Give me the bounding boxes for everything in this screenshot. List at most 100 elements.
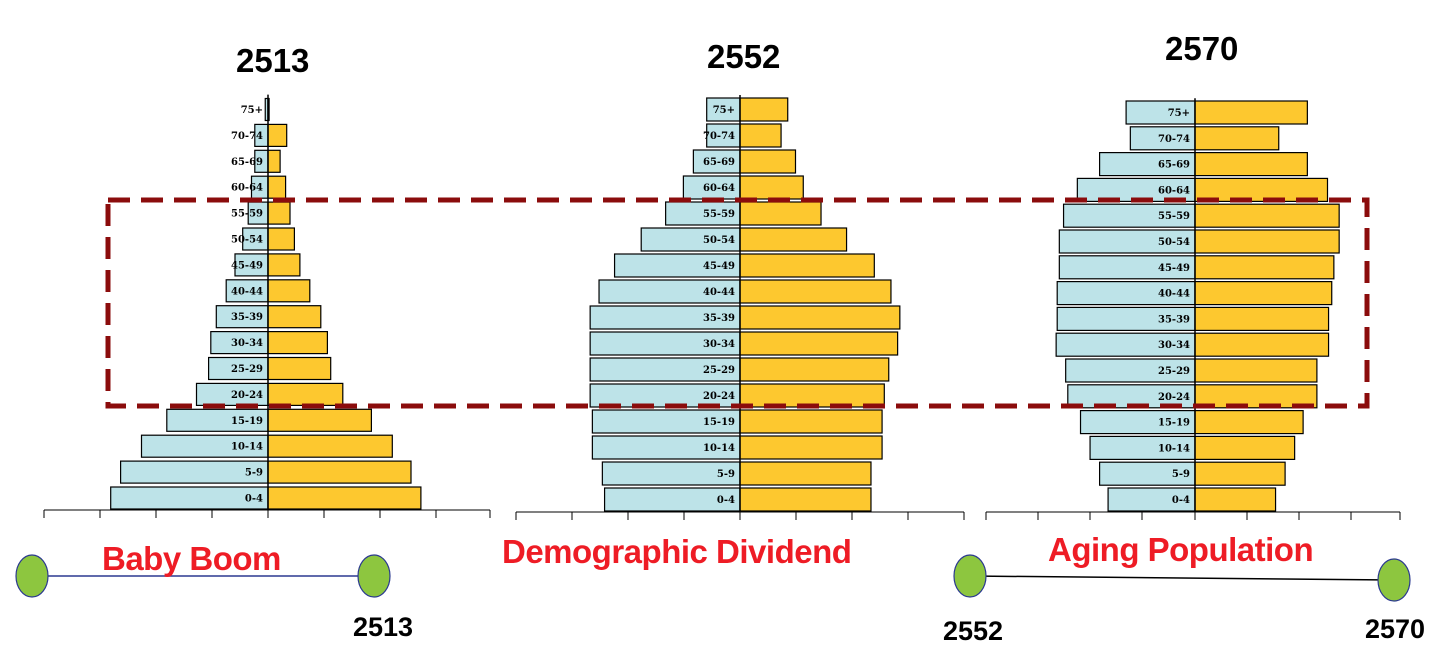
age-label-75+: 75+	[1168, 108, 1190, 119]
phase-baby-boom: Baby Boom	[102, 540, 281, 577]
age-label-25-29: 25-29	[703, 365, 735, 376]
bar-right-35-39	[267, 305, 322, 329]
bar-right-40-44	[267, 279, 311, 303]
bar-right-25-29	[267, 356, 332, 381]
bar-right-5-9	[1194, 461, 1286, 486]
timeline-node-4	[1377, 558, 1411, 602]
bar-right-60-64	[739, 175, 804, 200]
age-label-30-34: 30-34	[231, 338, 263, 349]
age-label-15-19: 15-19	[703, 417, 735, 428]
age-label-65-69: 65-69	[231, 157, 263, 168]
bar-right-65-69	[739, 149, 797, 174]
bar-right-65-69	[1194, 152, 1308, 177]
bar-right-25-29	[739, 357, 890, 382]
bar-right-30-34	[739, 331, 899, 356]
age-label-40-44: 40-44	[1158, 289, 1190, 300]
bar-right-60-64	[267, 175, 287, 199]
age-label-20-24: 20-24	[231, 390, 263, 401]
age-label-70-74: 70-74	[1158, 134, 1190, 145]
age-label-5-9: 5-9	[245, 468, 263, 479]
bar-right-50-54	[1194, 229, 1340, 254]
age-label-15-19: 15-19	[1158, 418, 1190, 429]
bar-right-15-19	[739, 409, 883, 434]
bar-right-5-9	[739, 461, 872, 486]
pyramid-title-2570: 2570	[1165, 30, 1239, 67]
timeline-aging-line	[969, 575, 1394, 581]
age-label-45-49: 45-49	[703, 261, 735, 272]
age-label-10-14: 10-14	[1158, 443, 1190, 454]
age-label-0-4: 0-4	[717, 495, 735, 506]
pyramid-title-2552: 2552	[707, 38, 781, 75]
bar-right-70-74	[1194, 126, 1280, 151]
bar-right-70-74	[739, 123, 782, 148]
age-label-45-49: 45-49	[1158, 263, 1190, 274]
bar-right-40-44	[1194, 281, 1333, 306]
age-label-70-74: 70-74	[703, 131, 735, 142]
age-label-45-49: 45-49	[231, 260, 263, 271]
age-label-0-4: 0-4	[1172, 495, 1190, 506]
bar-right-75+	[1194, 100, 1308, 125]
bar-right-35-39	[739, 305, 901, 330]
age-label-55-59: 55-59	[1158, 211, 1190, 222]
timeline-node-3	[953, 554, 987, 598]
working-age-highlight-box	[105, 197, 1370, 409]
bar-right-10-14	[739, 435, 883, 460]
timeline-year-2513: 2513	[353, 612, 414, 642]
bar-right-15-19	[267, 408, 373, 432]
bar-right-20-24	[267, 382, 344, 406]
timeline-node-2	[357, 554, 391, 598]
bar-right-45-49	[739, 253, 875, 278]
bar-right-35-39	[1194, 306, 1330, 331]
bar-right-75+	[739, 97, 789, 122]
bar-right-55-59	[267, 201, 291, 225]
bar-right-40-44	[739, 279, 892, 304]
bar-right-10-14	[1194, 435, 1296, 460]
age-label-10-14: 10-14	[703, 443, 735, 454]
age-label-15-19: 15-19	[231, 416, 263, 427]
pyramid-2552: 0-4 5-9 10-14 15-19 20-24 25-29 30-34 35-39 40-4…	[515, 95, 965, 520]
bar-right-0-4	[267, 486, 422, 510]
age-label-70-74: 70-74	[231, 131, 263, 142]
pyramid-2570: 0-4 5-9 10-14 15-19 20-24 25-29 30-34 35-39 40-4…	[985, 98, 1401, 520]
age-label-75+: 75+	[713, 105, 735, 116]
age-label-10-14: 10-14	[231, 442, 263, 453]
age-label-55-59: 55-59	[231, 209, 263, 220]
phase-demographic-dividend: Demographic Dividend	[502, 533, 852, 570]
age-label-0-4: 0-4	[245, 494, 263, 505]
age-label-65-69: 65-69	[1158, 160, 1190, 171]
timeline-year-2570: 2570	[1365, 614, 1426, 644]
age-label-25-29: 25-29	[231, 364, 263, 375]
timeline-year-2552: 2552	[943, 616, 1004, 646]
bar-right-0-4	[739, 487, 872, 512]
age-label-60-64: 60-64	[231, 183, 263, 194]
bar-right-10-14	[267, 434, 393, 458]
age-label-75+: 75+	[241, 105, 263, 116]
age-label-65-69: 65-69	[703, 157, 735, 168]
pyramid-title-2513: 2513	[236, 42, 310, 79]
age-label-30-34: 30-34	[1158, 340, 1190, 351]
age-label-5-9: 5-9	[1172, 469, 1190, 480]
age-label-50-54: 50-54	[703, 235, 735, 246]
age-label-35-39: 35-39	[231, 312, 263, 323]
bar-right-45-49	[1194, 255, 1335, 280]
bar-right-5-9	[267, 460, 412, 484]
bar-right-15-19	[1194, 410, 1304, 435]
age-label-60-64: 60-64	[703, 183, 735, 194]
bar-right-30-34	[267, 331, 329, 355]
age-label-30-34: 30-34	[703, 339, 735, 350]
age-label-55-59: 55-59	[703, 209, 735, 220]
age-label-35-39: 35-39	[703, 313, 735, 324]
phase-aging-population: Aging Population	[1048, 531, 1314, 568]
age-label-40-44: 40-44	[703, 287, 735, 298]
bar-right-50-54	[739, 227, 848, 252]
bar-right-45-49	[267, 253, 301, 277]
bar-right-50-54	[267, 227, 295, 251]
bar-right-55-59	[1194, 203, 1340, 228]
bar-right-25-29	[1194, 358, 1318, 383]
age-label-40-44: 40-44	[231, 286, 263, 297]
pyramid-2513: 0-4 5-9 10-14 15-19 20-24 25-29 30-34 35-39 40-4…	[43, 94, 491, 518]
timeline-node-1	[15, 554, 49, 598]
age-label-60-64: 60-64	[1158, 185, 1190, 196]
